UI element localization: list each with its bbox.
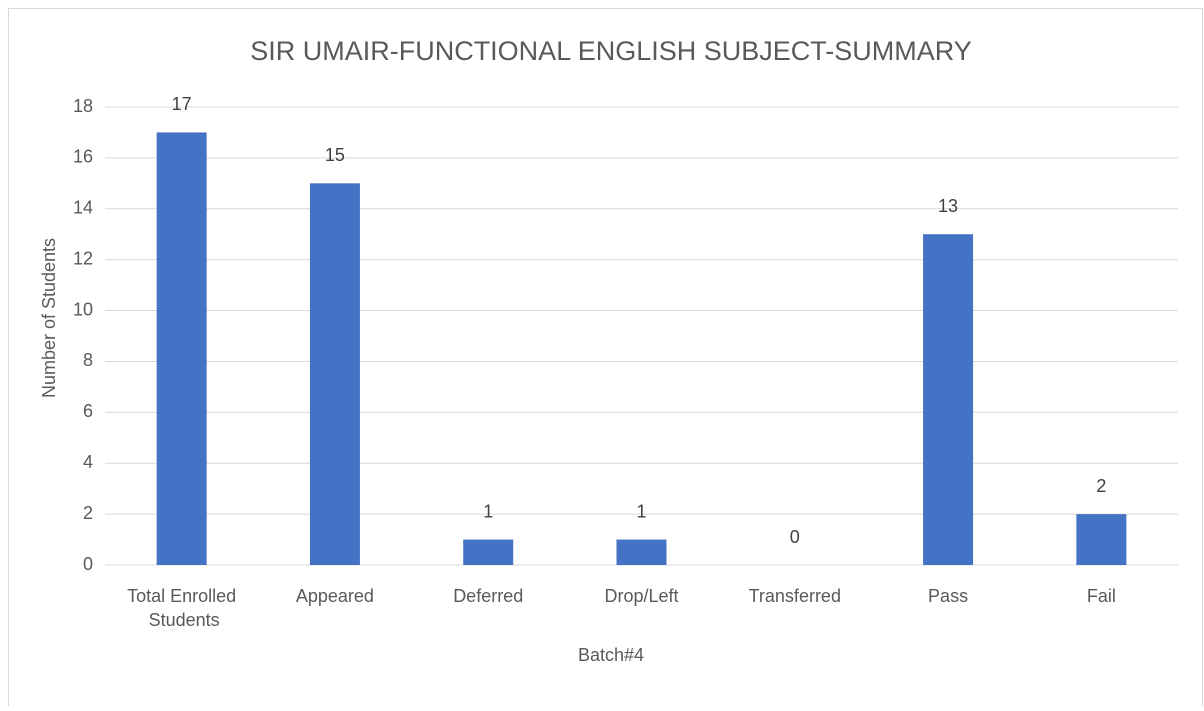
y-tick-label: 10 [73,299,93,319]
y-tick-label: 4 [83,452,93,472]
y-axis-label: Number of Students [39,238,59,398]
bar [1076,514,1127,565]
y-tick-label: 8 [83,350,93,370]
x-tick-label: Appeared [296,586,374,606]
data-label: 1 [636,501,646,521]
bar [309,183,360,566]
data-label: 0 [790,527,800,547]
y-tick-label: 14 [73,198,93,218]
y-tick-label: 6 [83,401,93,421]
y-tick-label: 16 [73,147,93,167]
bar [616,539,667,565]
bar [923,234,974,565]
y-tick-label: 2 [83,503,93,523]
bar [156,132,207,565]
y-tick-label: 0 [83,554,93,574]
y-tick-label: 18 [73,96,93,116]
x-tick-label: Drop/Left [604,586,678,606]
chart-frame [8,8,1203,709]
y-tick-label: 12 [73,248,93,268]
data-label: 13 [938,196,958,216]
x-tick-label: Transferred [749,586,841,606]
data-label: 15 [325,145,345,165]
x-tick-label: Pass [928,586,968,606]
data-label: 17 [172,94,192,114]
chart-title: SIR UMAIR-FUNCTIONAL ENGLISH SUBJECT-SUM… [250,36,972,66]
x-tick-label: Deferred [453,586,523,606]
x-tick-label: Total Enrolled Students [127,586,236,630]
x-axis-label: Batch#4 [578,645,644,665]
bar [463,539,514,565]
x-tick-label: Fail [1087,586,1116,606]
data-label: 1 [483,501,493,521]
data-label: 2 [1096,476,1106,496]
